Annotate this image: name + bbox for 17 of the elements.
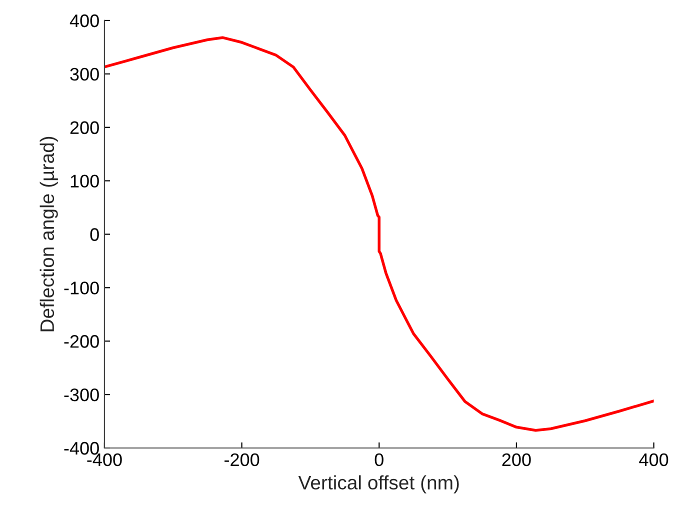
y-tick-label: 0 bbox=[90, 228, 99, 241]
x-tick-label: -400 bbox=[87, 453, 122, 466]
y-tick-label: 100 bbox=[70, 174, 99, 188]
y-tick-label: -400 bbox=[64, 442, 99, 455]
x-axis-title: Vertical offset (nm) bbox=[298, 475, 459, 494]
y-tick-label: 400 bbox=[70, 14, 99, 28]
y-tick-label: -300 bbox=[64, 388, 99, 402]
x-tick-label: 400 bbox=[639, 453, 668, 466]
x-tick-label: -200 bbox=[224, 453, 260, 466]
x-tick-label: 200 bbox=[502, 453, 531, 466]
x-tick-label: 0 bbox=[374, 453, 384, 466]
line-series bbox=[104, 36, 654, 432]
y-tick-label: 200 bbox=[70, 121, 99, 134]
y-tick-label: -100 bbox=[64, 282, 99, 294]
y-axis-title: Deflection angle (µrad) bbox=[40, 136, 58, 332]
y-tick-label: -200 bbox=[64, 335, 99, 348]
y-tick-label: 300 bbox=[70, 68, 99, 81]
